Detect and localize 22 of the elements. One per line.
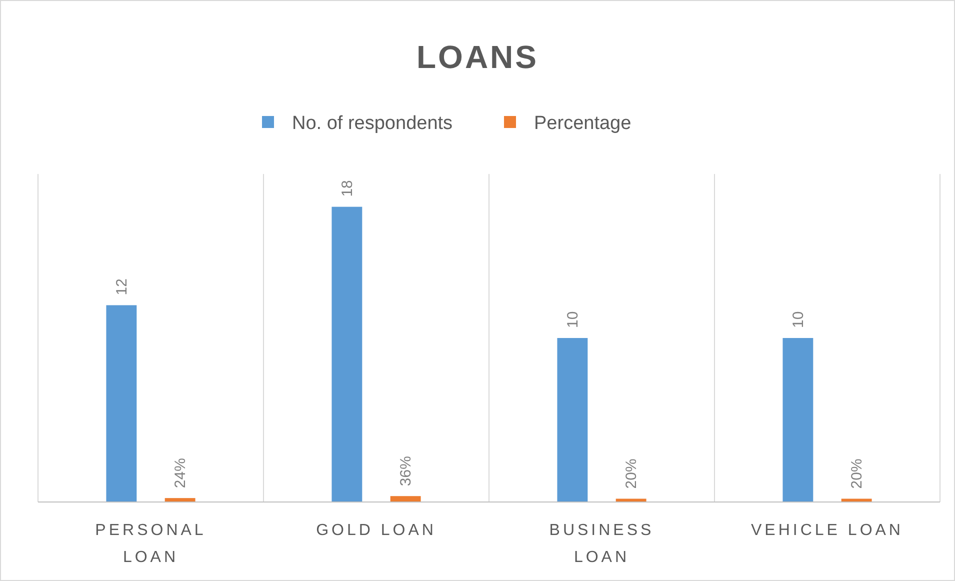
x-tick-label: PERSONAL LOAN bbox=[95, 522, 206, 566]
chart-title: LOANS bbox=[416, 39, 538, 75]
data-label: 12 bbox=[113, 278, 130, 296]
data-label: 24% bbox=[172, 458, 190, 488]
x-tick-label: BUSINESS LOAN bbox=[549, 522, 654, 566]
data-label: 20% bbox=[623, 458, 640, 489]
data-label: 36% bbox=[398, 456, 415, 486]
x-tick-label: VEHICLE LOAN bbox=[751, 522, 904, 539]
bar bbox=[841, 498, 872, 502]
x-tick-label: GOLD LOAN bbox=[316, 522, 436, 539]
data-label: 20% bbox=[848, 458, 866, 489]
data-label: 18 bbox=[338, 180, 356, 197]
legend-label: Percentage bbox=[534, 113, 632, 134]
bar bbox=[332, 206, 362, 502]
bar bbox=[782, 338, 814, 502]
data-label: 10 bbox=[564, 311, 582, 328]
bar bbox=[106, 305, 137, 502]
legend-label: No. of respondents bbox=[292, 113, 453, 134]
bar bbox=[616, 498, 646, 502]
data-label: 10 bbox=[790, 311, 807, 328]
bar bbox=[390, 496, 421, 502]
bar bbox=[557, 338, 588, 502]
